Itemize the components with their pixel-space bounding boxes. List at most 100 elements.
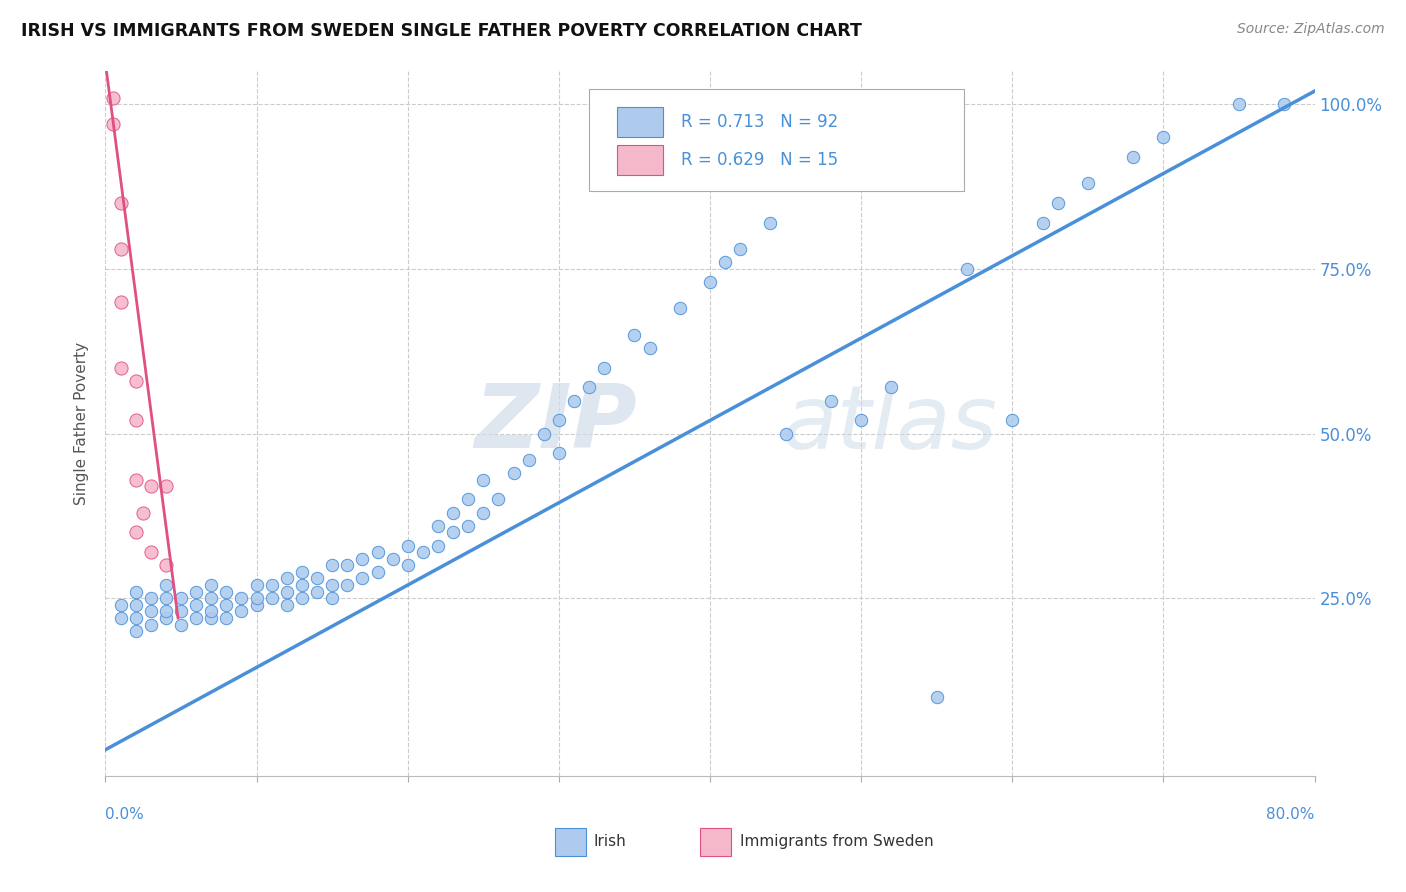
Point bbox=[246, 578, 269, 592]
Point bbox=[366, 545, 388, 559]
Point bbox=[366, 565, 388, 579]
Point bbox=[231, 591, 253, 606]
Text: ZIP: ZIP bbox=[475, 380, 637, 467]
Point bbox=[170, 604, 193, 618]
Point bbox=[155, 578, 177, 592]
Point bbox=[517, 453, 540, 467]
Text: 80.0%: 80.0% bbox=[1267, 807, 1315, 822]
Point bbox=[155, 591, 177, 606]
Point bbox=[291, 591, 314, 606]
Point bbox=[200, 604, 222, 618]
Point bbox=[231, 604, 253, 618]
Point bbox=[775, 426, 797, 441]
Point bbox=[125, 374, 148, 388]
Point bbox=[139, 591, 162, 606]
Point bbox=[548, 413, 571, 427]
Y-axis label: Single Father Poverty: Single Father Poverty bbox=[75, 343, 90, 505]
Point bbox=[125, 473, 148, 487]
Text: Immigrants from Sweden: Immigrants from Sweden bbox=[740, 834, 934, 848]
Point bbox=[714, 255, 737, 269]
Text: IRISH VS IMMIGRANTS FROM SWEDEN SINGLE FATHER POVERTY CORRELATION CHART: IRISH VS IMMIGRANTS FROM SWEDEN SINGLE F… bbox=[21, 22, 862, 40]
Point bbox=[307, 572, 329, 586]
Point bbox=[276, 598, 298, 612]
Point bbox=[246, 598, 269, 612]
Point bbox=[1077, 177, 1099, 191]
Point bbox=[396, 558, 419, 573]
Point bbox=[488, 492, 510, 507]
Point bbox=[427, 539, 450, 553]
Text: Irish: Irish bbox=[593, 834, 626, 848]
Text: Source: ZipAtlas.com: Source: ZipAtlas.com bbox=[1237, 22, 1385, 37]
Point bbox=[155, 604, 177, 618]
Point bbox=[336, 578, 359, 592]
Point bbox=[132, 506, 155, 520]
Point bbox=[759, 216, 782, 230]
Point bbox=[125, 525, 148, 540]
Point bbox=[396, 539, 419, 553]
Point bbox=[110, 598, 132, 612]
Point bbox=[880, 380, 903, 394]
Point bbox=[260, 591, 283, 606]
Point bbox=[186, 598, 208, 612]
Point bbox=[125, 584, 148, 599]
Point bbox=[101, 91, 124, 105]
Point bbox=[925, 690, 948, 704]
Text: atlas: atlas bbox=[783, 381, 997, 467]
Point bbox=[170, 617, 193, 632]
Point bbox=[186, 584, 208, 599]
Point bbox=[1032, 216, 1054, 230]
Point bbox=[412, 545, 434, 559]
Point bbox=[321, 591, 343, 606]
Point bbox=[321, 578, 343, 592]
Point bbox=[215, 611, 238, 625]
Point bbox=[307, 584, 329, 599]
Point bbox=[1122, 150, 1144, 164]
Point bbox=[155, 479, 177, 493]
Point bbox=[110, 242, 132, 256]
Point bbox=[291, 578, 314, 592]
Point bbox=[110, 360, 132, 375]
Point bbox=[502, 466, 524, 480]
Point bbox=[457, 518, 479, 533]
Point bbox=[200, 578, 222, 592]
Point bbox=[125, 624, 148, 639]
Point bbox=[533, 426, 555, 441]
FancyBboxPatch shape bbox=[617, 145, 662, 175]
Point bbox=[578, 380, 600, 394]
Point bbox=[1153, 130, 1175, 145]
Point bbox=[101, 117, 124, 131]
Text: R = 0.713   N = 92: R = 0.713 N = 92 bbox=[681, 113, 838, 131]
Point bbox=[125, 611, 148, 625]
Point bbox=[441, 525, 464, 540]
Point bbox=[321, 558, 343, 573]
Point bbox=[125, 598, 148, 612]
Point bbox=[291, 565, 314, 579]
Point bbox=[186, 611, 208, 625]
Point bbox=[1274, 97, 1296, 112]
Point bbox=[336, 558, 359, 573]
Point bbox=[669, 301, 692, 316]
Text: R = 0.629   N = 15: R = 0.629 N = 15 bbox=[681, 151, 838, 169]
Point bbox=[170, 591, 193, 606]
Point bbox=[548, 446, 571, 460]
Point bbox=[472, 506, 495, 520]
Point bbox=[200, 591, 222, 606]
Point bbox=[155, 611, 177, 625]
Point bbox=[352, 572, 374, 586]
Point bbox=[381, 551, 404, 566]
Point bbox=[730, 242, 752, 256]
Point bbox=[139, 545, 162, 559]
Text: 0.0%: 0.0% bbox=[105, 807, 145, 822]
Point bbox=[352, 551, 374, 566]
Point bbox=[215, 598, 238, 612]
Point bbox=[1001, 413, 1024, 427]
Point bbox=[457, 492, 479, 507]
FancyBboxPatch shape bbox=[589, 89, 965, 191]
Point bbox=[956, 261, 979, 276]
Point bbox=[472, 473, 495, 487]
Point bbox=[441, 506, 464, 520]
Point bbox=[260, 578, 283, 592]
Point bbox=[820, 393, 842, 408]
Point bbox=[246, 591, 269, 606]
Point bbox=[200, 611, 222, 625]
